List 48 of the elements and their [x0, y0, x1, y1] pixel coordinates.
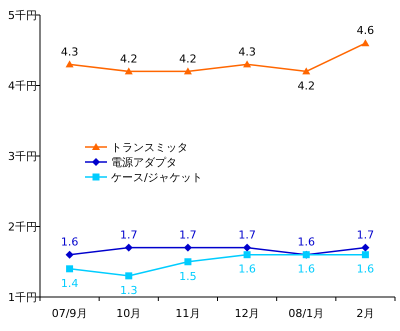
y-tick-label: 4千円: [8, 80, 37, 92]
data-label: 1.5: [179, 270, 197, 283]
data-label: 1.7: [120, 228, 138, 242]
data-label: 1.7: [356, 228, 374, 242]
point: [243, 60, 252, 68]
legend-label: トランスミッタ: [111, 141, 188, 154]
data-label: 4.6: [356, 24, 374, 38]
y-tick-label: 5千円: [8, 9, 37, 22]
point: [124, 244, 133, 252]
point: [362, 251, 369, 258]
y-tick-label: 2千円: [8, 220, 37, 234]
y-tick-label: 1千円: [8, 291, 37, 304]
x-tick-label: 11月: [175, 307, 200, 320]
data-label: 1.3: [120, 284, 138, 297]
x-tick-label: 07/9月: [52, 307, 88, 320]
point: [244, 251, 251, 258]
point: [66, 250, 74, 259]
x-tick-label: 12月: [234, 307, 260, 320]
data-label: 1.4: [60, 276, 78, 290]
legend-label: ケース/ジャケット: [111, 171, 203, 184]
legend-label: 電源アダプタ: [111, 156, 177, 169]
point: [184, 67, 192, 74]
data-label: 4.3: [60, 45, 78, 58]
point: [66, 265, 74, 272]
data-label: 1.6: [356, 262, 374, 276]
data-label: 1.6: [298, 236, 315, 249]
data-label: 1.6: [60, 236, 78, 249]
data-label: 1.6: [238, 262, 256, 276]
point: [184, 244, 192, 252]
point: [243, 244, 252, 252]
data-label: 4.2: [120, 52, 138, 66]
data-label: 4.2: [179, 52, 197, 66]
data-label: 4.3: [238, 45, 256, 58]
point: [124, 67, 133, 74]
x-tick-label: 08/1月: [288, 307, 324, 320]
data-label: 1.6: [298, 262, 315, 276]
y-tick-label: 3千円: [8, 150, 37, 163]
point: [361, 244, 370, 252]
x-tick-label: 10月: [116, 307, 142, 320]
point: [184, 258, 192, 266]
point: [125, 272, 132, 280]
data-label: 1.7: [238, 228, 256, 242]
point: [361, 39, 370, 46]
point: [66, 60, 74, 68]
x-tick-label: 2月: [356, 307, 374, 320]
point: [302, 67, 310, 74]
data-label: 4.2: [298, 79, 315, 92]
data-label: 1.7: [179, 228, 197, 242]
